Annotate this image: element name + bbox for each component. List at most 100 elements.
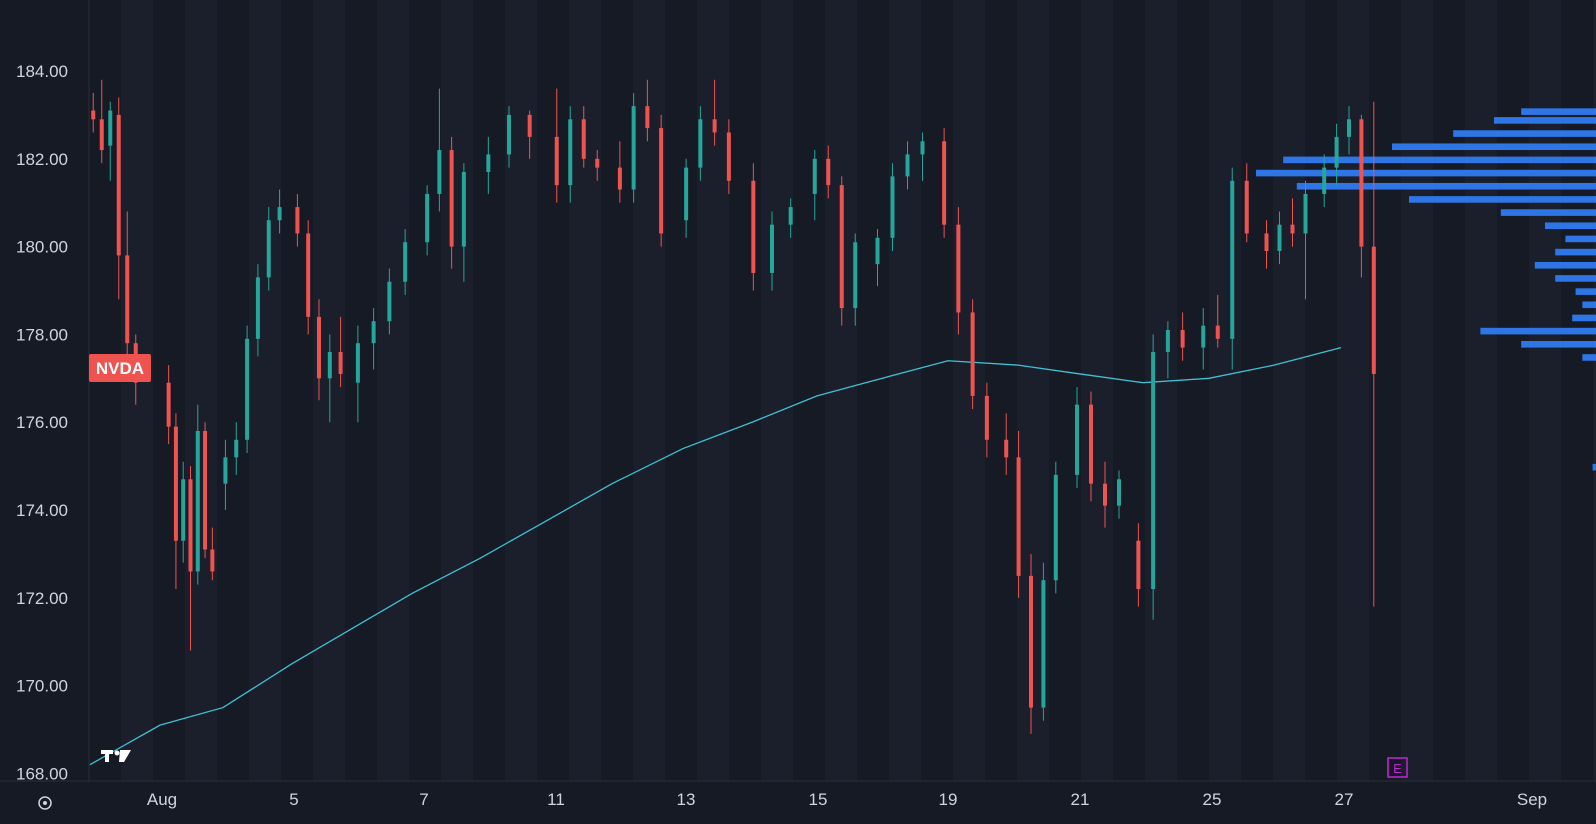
candle[interactable]	[1322, 154, 1327, 208]
candle[interactable]	[595, 150, 600, 181]
candle[interactable]	[905, 141, 910, 190]
candle[interactable]	[839, 176, 844, 326]
candle[interactable]	[125, 211, 130, 357]
candle[interactable]	[1303, 180, 1308, 300]
candle[interactable]	[1165, 321, 1170, 379]
candle[interactable]	[387, 268, 392, 335]
candle[interactable]	[788, 198, 793, 238]
candle[interactable]	[1359, 114, 1364, 278]
candle[interactable]	[355, 325, 360, 423]
candle-body	[387, 281, 392, 322]
candle[interactable]	[1230, 167, 1235, 370]
candle[interactable]	[1103, 461, 1107, 528]
candle[interactable]	[770, 211, 774, 291]
candle[interactable]	[223, 439, 228, 511]
time-tick-label: 25	[1203, 790, 1222, 809]
candle[interactable]	[195, 404, 200, 585]
tradingview-logo-icon[interactable]	[101, 750, 131, 762]
candle[interactable]	[1089, 391, 1093, 502]
candle[interactable]	[425, 185, 430, 256]
candle-body	[1004, 439, 1009, 458]
candle[interactable]	[726, 119, 731, 194]
earnings-marker[interactable]: E	[1387, 757, 1408, 778]
candle[interactable]	[812, 150, 817, 221]
candle[interactable]	[581, 106, 586, 168]
candle[interactable]	[317, 299, 321, 401]
candle[interactable]	[338, 316, 343, 388]
gear-icon[interactable]	[38, 796, 52, 810]
candle[interactable]	[1136, 523, 1141, 607]
candle[interactable]	[1201, 308, 1206, 370]
candle[interactable]	[1004, 413, 1009, 475]
candle[interactable]	[631, 92, 636, 203]
candle[interactable]	[853, 233, 858, 326]
candle[interactable]	[371, 308, 376, 370]
ticker-badge[interactable]: NVDA	[89, 354, 151, 382]
candle[interactable]	[266, 207, 271, 291]
candle[interactable]	[295, 193, 300, 247]
grid-band	[569, 0, 601, 781]
candle[interactable]	[173, 413, 178, 590]
volume-profile-bar	[1575, 288, 1596, 295]
candle[interactable]	[327, 334, 332, 423]
candle[interactable]	[712, 79, 717, 146]
candle[interactable]	[568, 106, 573, 203]
candle[interactable]	[875, 229, 880, 287]
candle[interactable]	[1117, 470, 1121, 519]
candle[interactable]	[617, 141, 622, 203]
candle[interactable]	[277, 189, 282, 234]
candle[interactable]	[403, 229, 408, 295]
candle[interactable]	[245, 325, 250, 453]
candle[interactable]	[181, 461, 186, 563]
candle[interactable]	[984, 382, 989, 458]
candle[interactable]	[920, 132, 925, 181]
candle-body	[1151, 351, 1156, 590]
candle[interactable]	[1264, 220, 1269, 269]
candle[interactable]	[890, 163, 895, 252]
candle[interactable]	[486, 136, 491, 194]
candle[interactable]	[449, 136, 454, 269]
candle[interactable]	[1053, 461, 1058, 594]
candle[interactable]	[306, 220, 311, 335]
candle[interactable]	[1075, 387, 1079, 489]
candle[interactable]	[99, 79, 104, 164]
candle[interactable]	[1041, 562, 1046, 721]
candle[interactable]	[970, 299, 975, 410]
candle[interactable]	[1029, 553, 1033, 734]
candle[interactable]	[698, 106, 703, 181]
candle[interactable]	[1347, 106, 1351, 155]
candle[interactable]	[1290, 198, 1295, 247]
candle[interactable]	[437, 88, 442, 212]
candle[interactable]	[1215, 294, 1220, 348]
candle[interactable]	[1277, 211, 1282, 265]
candle-body	[1290, 224, 1295, 234]
candle[interactable]	[507, 106, 511, 168]
candle[interactable]	[751, 163, 756, 291]
candle[interactable]	[956, 207, 961, 335]
candle[interactable]	[659, 114, 664, 247]
candle[interactable]	[166, 365, 171, 445]
candle[interactable]	[461, 163, 466, 282]
candle[interactable]	[234, 422, 239, 475]
candle[interactable]	[527, 110, 532, 159]
candle[interactable]	[1016, 430, 1021, 598]
candle[interactable]	[1334, 123, 1339, 186]
candle[interactable]	[1180, 312, 1185, 361]
candle[interactable]	[684, 158, 689, 238]
candle[interactable]	[91, 92, 96, 133]
candle[interactable]	[942, 128, 947, 238]
candle[interactable]	[210, 527, 215, 581]
candle-body	[853, 242, 858, 309]
candle[interactable]	[1371, 101, 1376, 607]
candle[interactable]	[554, 88, 559, 203]
candle[interactable]	[1244, 163, 1249, 243]
candle[interactable]	[203, 422, 208, 559]
candle[interactable]	[255, 264, 260, 357]
candle[interactable]	[116, 97, 121, 300]
candle[interactable]	[645, 79, 650, 142]
candle[interactable]	[1151, 334, 1156, 620]
candle[interactable]	[826, 145, 831, 199]
candle[interactable]	[108, 101, 113, 181]
candle[interactable]	[188, 466, 193, 651]
